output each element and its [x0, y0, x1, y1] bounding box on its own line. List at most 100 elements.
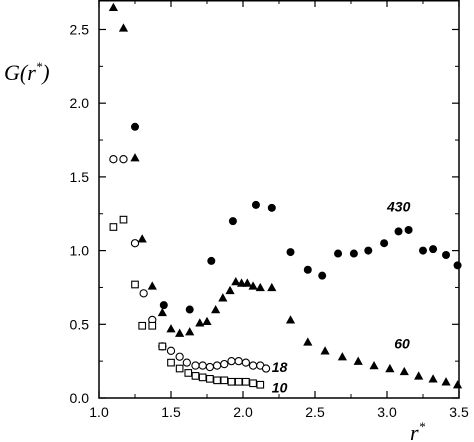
data-point-10 [220, 376, 229, 385]
data-point-10 [131, 280, 139, 289]
data-point-10 [184, 369, 193, 377]
data-point-60 [225, 285, 235, 295]
data-point-18 [241, 358, 251, 367]
data-point-10 [234, 377, 243, 386]
series-annotation-10: 10 [272, 380, 288, 396]
data-point-60 [242, 278, 252, 287]
data-point-10 [213, 376, 221, 385]
data-point-10 [158, 342, 167, 351]
data-point-10 [206, 374, 214, 383]
data-point-430 [207, 256, 216, 265]
data-point-18 [182, 358, 191, 367]
data-point-18 [212, 361, 222, 370]
data-point-430 [442, 251, 451, 260]
x-axis-title: r* [410, 419, 426, 442]
data-point-430 [159, 301, 168, 310]
data-point-60 [202, 316, 212, 326]
data-point-10 [167, 358, 175, 367]
data-point-10 [242, 377, 250, 386]
data-point-10 [119, 215, 128, 224]
data-point-18 [191, 361, 200, 370]
data-point-18 [234, 356, 243, 366]
data-point-60 [385, 363, 395, 373]
data-point-60 [320, 346, 330, 355]
data-point-60 [118, 23, 129, 32]
data-point-430 [334, 249, 343, 258]
data-point-60 [337, 352, 347, 361]
y-tick-label: 2.0 [70, 95, 90, 111]
x-tick-label: 1.5 [161, 404, 181, 420]
data-point-18 [198, 361, 207, 370]
data-point-60 [185, 327, 195, 336]
series-annotation-18: 18 [272, 359, 288, 375]
data-point-60 [267, 282, 277, 292]
data-point-430 [380, 239, 389, 248]
series-annotation-60: 60 [394, 335, 410, 351]
y-axis-title: G(r*) [4, 59, 50, 85]
data-point-60 [175, 328, 185, 337]
data-point-60 [157, 307, 167, 317]
x-tick-label: 2.0 [233, 404, 253, 420]
data-point-18 [139, 289, 148, 298]
data-point-18 [130, 239, 140, 248]
series-labels: 430 60 18 10 [272, 198, 411, 395]
data-point-60 [414, 371, 424, 380]
data-point-18 [205, 362, 215, 372]
data-point-18 [175, 352, 184, 361]
data-point-18 [119, 155, 128, 164]
data-point-60 [236, 278, 247, 287]
data-point-60 [353, 356, 363, 365]
data-point-10 [198, 373, 207, 382]
y-tick-label: 0.0 [70, 390, 90, 406]
x-tick-label: 1.0 [89, 404, 109, 420]
series-60 [108, 2, 463, 389]
data-point-60 [303, 337, 313, 346]
data-point-10 [256, 380, 265, 389]
data-point-60 [218, 293, 228, 302]
data-point-430 [267, 203, 276, 212]
y-tick-label: 1.5 [70, 169, 90, 185]
data-point-60 [248, 281, 258, 290]
axis-ticks [98, 0, 460, 399]
series-18 [109, 155, 271, 373]
series-430 [131, 122, 462, 314]
x-tick-label: 3.5 [449, 404, 469, 420]
chart-marks [108, 2, 463, 389]
data-point-60 [147, 281, 157, 290]
data-point-18 [261, 364, 271, 373]
data-point-430 [394, 227, 403, 236]
data-point-18 [248, 361, 258, 370]
data-point-10 [227, 377, 236, 386]
data-point-10 [109, 223, 118, 231]
x-tick-label: 3.0 [377, 404, 397, 420]
tick-labels: 1.0 1.5 2.0 2.5 3.0 3.5 0.0 0.5 1.0 1.5 2.0 2.5 [70, 21, 469, 420]
data-point-60 [166, 324, 176, 333]
data-point-60 [195, 318, 205, 327]
series-annotation-430: 430 [386, 198, 411, 214]
data-point-430 [453, 261, 462, 270]
data-point-430 [349, 249, 358, 258]
data-point-60 [285, 315, 296, 324]
data-point-60 [255, 282, 265, 292]
data-point-430 [404, 225, 413, 234]
data-point-60 [441, 377, 451, 386]
data-point-60 [130, 153, 140, 162]
y-tick-label: 1.0 [70, 243, 90, 259]
series-10 [109, 215, 265, 389]
data-point-430 [364, 246, 373, 255]
data-point-18 [227, 356, 236, 366]
data-point-60 [108, 2, 118, 12]
data-point-10 [138, 321, 147, 330]
data-point-10 [175, 364, 184, 373]
data-point-60 [452, 380, 463, 389]
data-point-10 [249, 379, 257, 388]
data-point-430 [429, 245, 438, 254]
data-point-60 [428, 374, 438, 383]
data-point-430 [228, 217, 237, 226]
data-point-60 [137, 234, 147, 243]
data-point-60 [231, 276, 241, 286]
data-point-430 [251, 200, 260, 209]
data-point-430 [303, 265, 312, 274]
data-point-18 [166, 346, 176, 355]
